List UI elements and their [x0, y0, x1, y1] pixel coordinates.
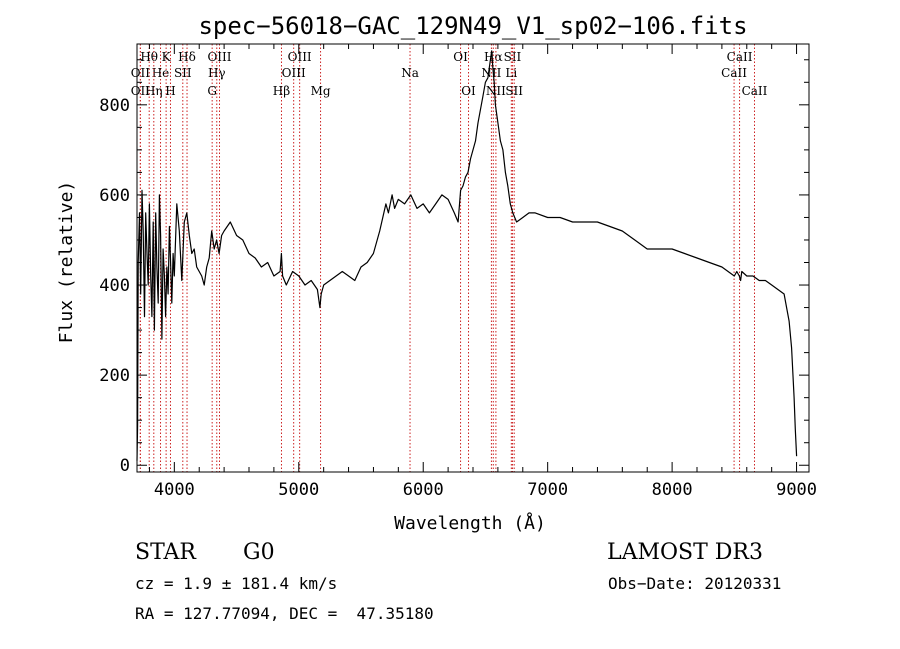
- line-marker-label-26: CaII: [721, 66, 747, 80]
- line-marker-label-20: NII: [481, 66, 501, 80]
- x-axis-label: Wavelength (Å): [394, 512, 546, 534]
- spectrum-series: [136, 50, 798, 461]
- x-tick-label-3: 7000: [527, 480, 568, 500]
- plot-frame: [136, 43, 810, 473]
- line-marker-label-5: K: [162, 50, 172, 64]
- line-marker-label-9: OIII: [207, 50, 231, 64]
- y-axis-label: Flux (relative): [56, 181, 77, 344]
- line-marker-label-19: Hα: [484, 50, 503, 64]
- line-marker-label-10: Hγ: [208, 66, 226, 80]
- line-marker-label-0: Hθ: [140, 50, 158, 64]
- line-marker-label-2: OII: [131, 84, 151, 98]
- line-marker-label-24: SII: [505, 84, 523, 98]
- redshift-velocity: cz = 1.9 ± 181.4 km/s: [135, 574, 338, 593]
- y-tick-label-2: 400: [99, 276, 130, 296]
- line-marker-label-14: OIII: [282, 66, 306, 80]
- line-marker-label-4: Hη: [145, 84, 163, 98]
- y-tick-label-3: 600: [99, 186, 130, 206]
- line-marker-label-16: Na: [401, 66, 419, 80]
- x-tick-label-4: 8000: [652, 480, 693, 500]
- survey-name: LAMOST DR3: [607, 540, 763, 565]
- x-tick-label-0: 4000: [154, 480, 195, 500]
- ra-dec-coordinates: RA = 127.77094, DEC = 47.35180: [135, 604, 434, 623]
- line-marker-label-21: NII: [486, 84, 506, 98]
- line-marker-label-23: Li: [505, 66, 517, 80]
- line-marker-label-3: He: [152, 66, 170, 80]
- y-tick-label-1: 200: [99, 366, 130, 386]
- axes: 4000 5000 6000 7000 8000 9000 0 200 400 600 800: [99, 44, 817, 500]
- line-marker-label-6: H: [165, 84, 175, 98]
- line-marker-label-15: Mg: [311, 84, 331, 98]
- line-marker-label-13: OIII: [288, 50, 312, 64]
- x-tick-label-2: 6000: [403, 480, 444, 500]
- chart-title: spec−56018−GAC_129N49_V1_sp02−106.fits: [198, 12, 747, 40]
- x-tick-label-1: 5000: [278, 480, 319, 500]
- x-tick-label-5: 9000: [776, 480, 817, 500]
- line-marker-label-7: SII: [174, 66, 192, 80]
- line-marker-label-12: Hβ: [273, 84, 290, 98]
- line-marker-label-18: OI: [461, 84, 476, 98]
- line-marker-label-22: SII: [504, 50, 522, 64]
- line-marker-label-17: OI: [453, 50, 468, 64]
- y-tick-label-0: 0: [120, 456, 130, 476]
- series-line-0: [136, 50, 798, 461]
- object-subclass: G0: [243, 540, 275, 565]
- y-tick-label-4: 800: [99, 96, 130, 116]
- observation-date: Obs−Date: 20120331: [608, 574, 782, 593]
- object-class: STAR: [135, 540, 196, 565]
- line-marker-label-8: Hδ: [178, 50, 196, 64]
- line-marker-label-27: CaII: [742, 84, 768, 98]
- line-marker-label-11: G: [207, 84, 217, 98]
- line-marker-label-25: CaII: [727, 50, 753, 64]
